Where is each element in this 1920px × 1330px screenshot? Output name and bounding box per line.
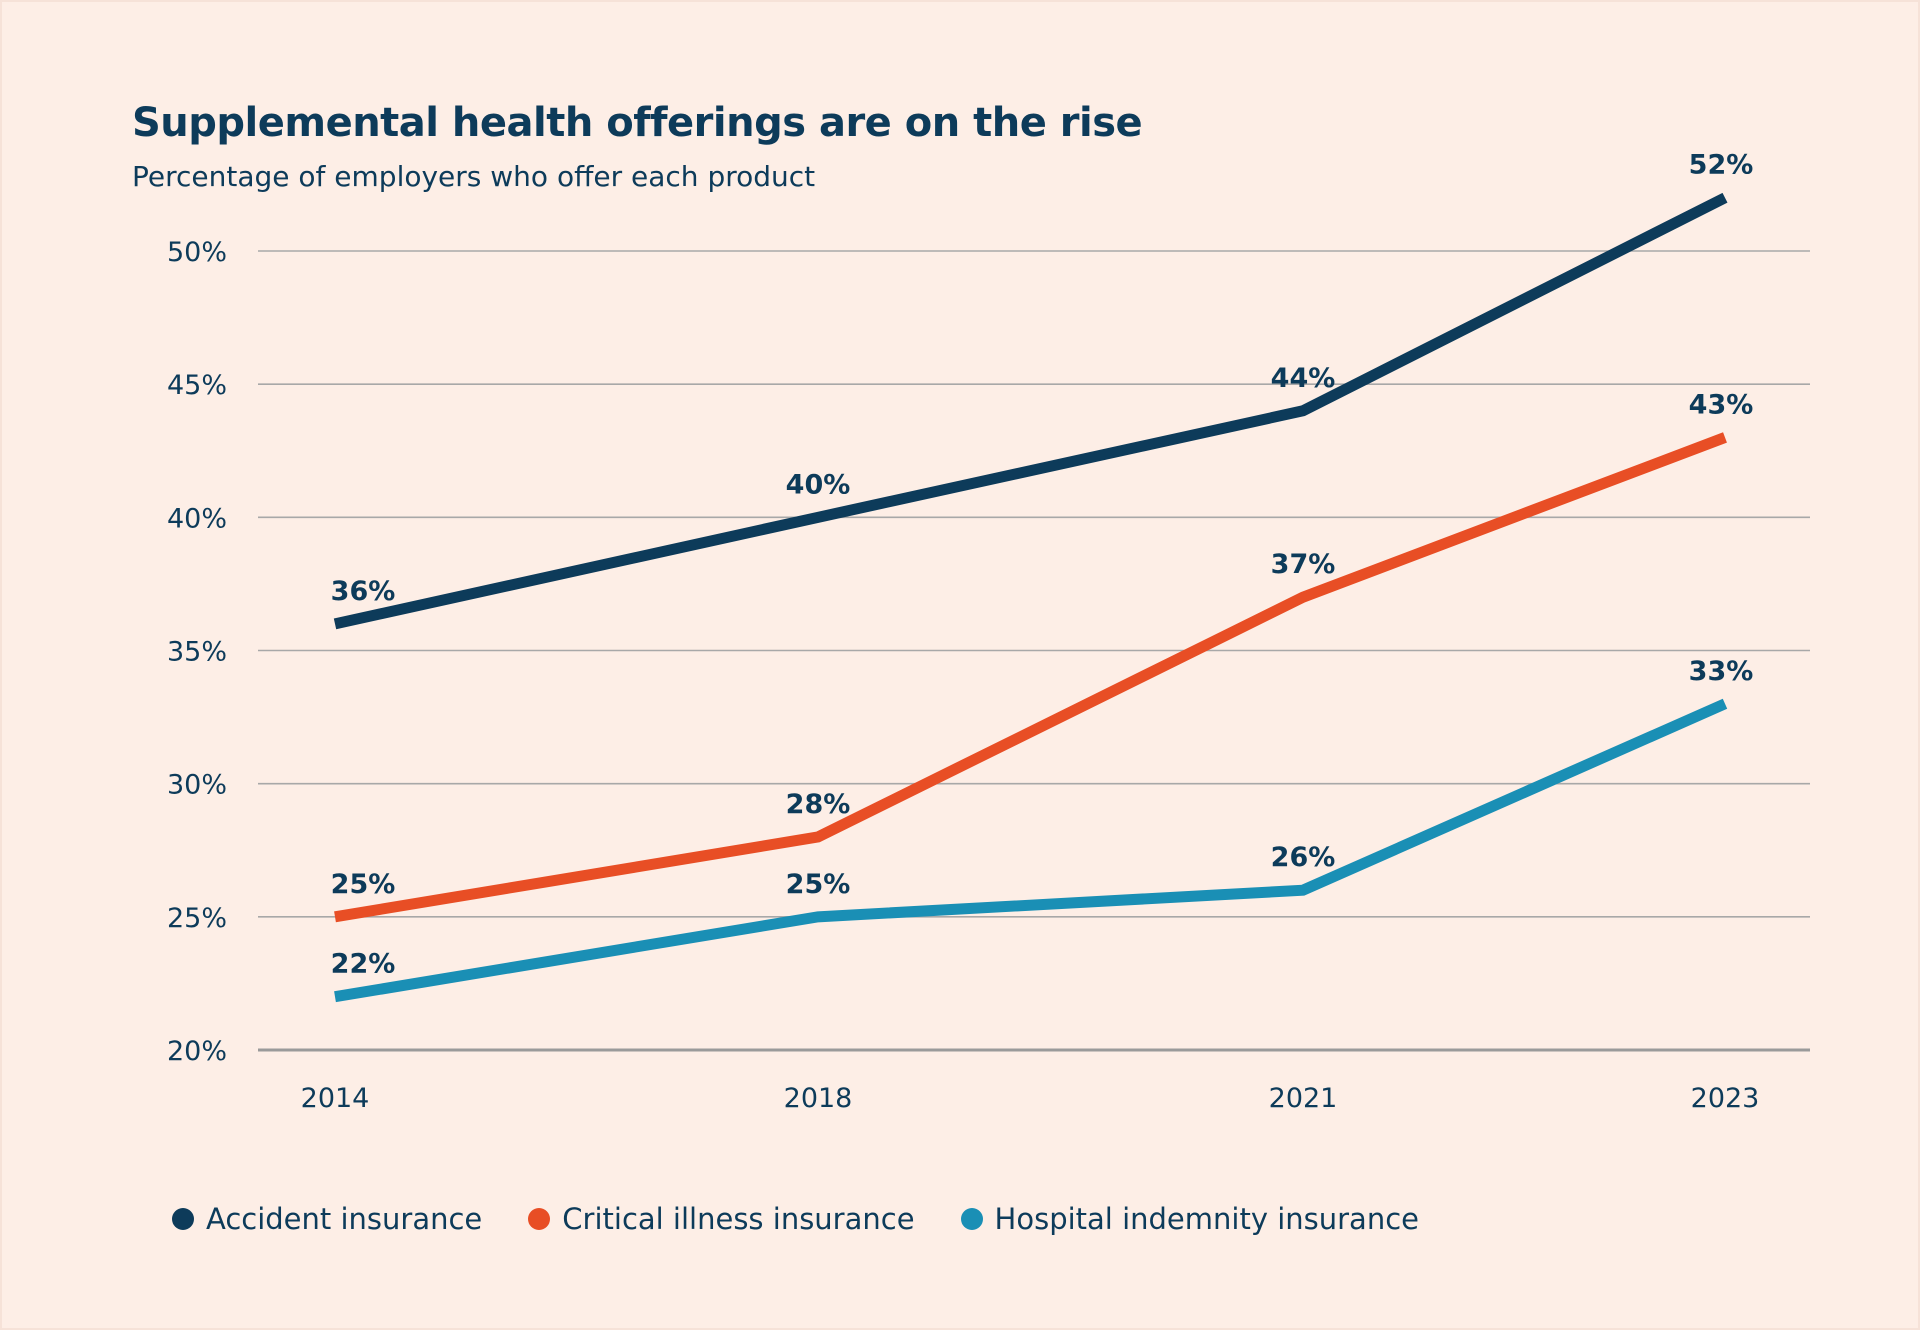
- legend-dot-icon: [960, 1208, 983, 1230]
- legend-label: Accident insurance: [206, 1202, 483, 1236]
- data-label: 28%: [786, 789, 851, 820]
- data-label: 44%: [1271, 363, 1336, 394]
- series-line-1: [334, 432, 1727, 923]
- y-tick-label: 35%: [167, 637, 227, 668]
- chart-title: Supplemental health offerings are on the…: [132, 100, 1143, 146]
- x-tick-label: 2021: [1269, 1083, 1338, 1114]
- data-label: 40%: [786, 469, 851, 500]
- legend: Accident insurance Critical illness insu…: [172, 1202, 1419, 1236]
- legend-label: Critical illness insurance: [562, 1202, 915, 1236]
- x-tick-label: 2018: [784, 1083, 853, 1114]
- data-label: 43%: [1689, 389, 1754, 420]
- y-tick-label: 45%: [167, 370, 227, 401]
- series-line-2: [334, 698, 1728, 1003]
- data-label: 37%: [1271, 549, 1336, 580]
- series-line-0: [333, 192, 1728, 630]
- legend-dot-icon: [528, 1208, 551, 1230]
- legend-item-accident: Accident insurance: [172, 1202, 482, 1236]
- y-tick-label: 25%: [167, 903, 227, 934]
- legend-item-hospital-indemnity: Hospital indemnity insurance: [960, 1202, 1419, 1236]
- legend-label: Hospital indemnity insurance: [994, 1202, 1419, 1236]
- chart-subtitle: Percentage of employers who offer each p…: [132, 160, 816, 193]
- x-tick-label: 2023: [1691, 1083, 1760, 1114]
- y-tick-label: 20%: [167, 1036, 227, 1067]
- y-tick-label: 30%: [167, 770, 227, 801]
- data-label: 52%: [1689, 150, 1754, 181]
- legend-item-critical-illness: Critical illness insurance: [528, 1202, 915, 1236]
- x-tick-label: 2014: [301, 1083, 370, 1114]
- data-label: 22%: [331, 949, 396, 980]
- data-label: 33%: [1689, 656, 1754, 687]
- data-label: 25%: [331, 869, 396, 900]
- data-label: 25%: [786, 869, 851, 900]
- y-tick-label: 40%: [167, 503, 227, 534]
- legend-dot-icon: [172, 1208, 194, 1230]
- y-tick-label: 50%: [167, 237, 227, 268]
- data-label: 26%: [1271, 842, 1336, 873]
- data-label: 36%: [331, 576, 396, 607]
